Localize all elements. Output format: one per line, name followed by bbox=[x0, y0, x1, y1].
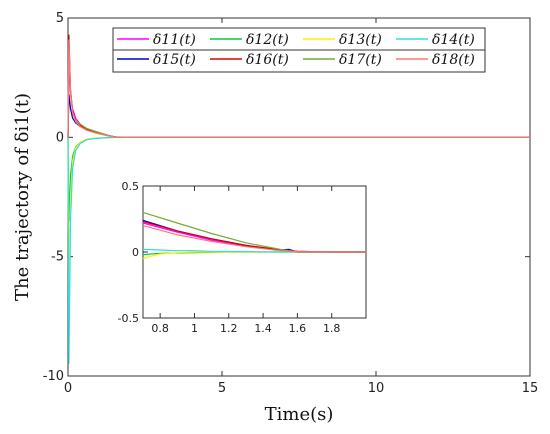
main-ytick-label: -10 bbox=[43, 369, 64, 384]
inset-xtick-label: 0.8 bbox=[151, 322, 169, 335]
legend-entry-label: δ12(t) bbox=[246, 32, 289, 48]
inset-series-line bbox=[142, 225, 366, 253]
inset-ytick-label: -0.5 bbox=[118, 312, 139, 325]
inset-series-lines bbox=[142, 211, 366, 260]
inset-xtick-label: 1.8 bbox=[323, 322, 341, 335]
main-series-lines bbox=[67, 34, 530, 365]
inset-ytick-label: 0.5 bbox=[122, 180, 140, 193]
main-xtick-label: 5 bbox=[218, 381, 226, 396]
inset-series-line bbox=[142, 248, 366, 253]
inset-xtick-label: 1.6 bbox=[289, 322, 307, 335]
main-series-line bbox=[67, 39, 530, 138]
main-ytick-label: -5 bbox=[51, 250, 64, 265]
main-xtick-label: 0 bbox=[64, 381, 72, 396]
legend-entry-label: δ17(t) bbox=[339, 52, 382, 68]
main-ticks: 0 5 10 15-10-505 bbox=[43, 11, 539, 396]
y-axis-label: The trajectory of δi1(t) bbox=[12, 93, 33, 301]
legend-entry-label: δ14(t) bbox=[432, 32, 475, 48]
x-axis-label: Time(s) bbox=[265, 404, 334, 425]
inset-xtick-label: 1 bbox=[191, 322, 198, 335]
legend-entry-label: δ18(t) bbox=[432, 52, 475, 68]
main-xtick-label: 10 bbox=[368, 381, 385, 396]
main-ytick-label: 0 bbox=[56, 130, 64, 145]
main-xtick-label: 15 bbox=[522, 381, 539, 396]
main-ytick-label: 5 bbox=[56, 11, 64, 26]
legend-entry-label: δ13(t) bbox=[339, 32, 382, 48]
inset-xtick-label: 1.4 bbox=[254, 322, 272, 335]
legend-entry-label: δ11(t) bbox=[153, 32, 196, 48]
legend: δ11(t) δ12(t) δ13(t) δ14(t) δ15(t) δ16(t) δ17(… bbox=[112, 27, 486, 73]
inset-xtick-label: 1.2 bbox=[220, 322, 238, 335]
legend-entry-label: δ15(t) bbox=[153, 52, 196, 68]
inset-ytick-label: 0 bbox=[132, 246, 139, 259]
inset-ticks: 0.8 1 1.2 1.4 1.6 1.8 -0.5 0 0.5 bbox=[118, 180, 366, 335]
legend-entry-label: δ16(t) bbox=[246, 52, 289, 68]
